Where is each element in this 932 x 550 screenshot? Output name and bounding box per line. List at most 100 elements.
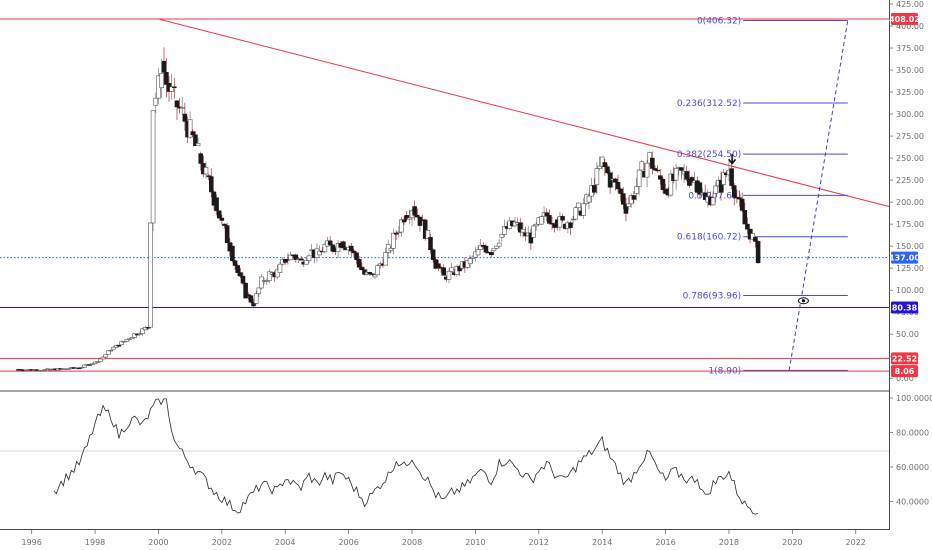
- candle-body: [446, 271, 452, 280]
- candle-body: [293, 254, 299, 260]
- price-tick-label: 350.00: [896, 66, 924, 75]
- candle-body: [288, 254, 293, 261]
- price-tick-label: 275.00: [896, 132, 924, 141]
- candle-body: [341, 241, 346, 249]
- candle-body: [742, 210, 748, 225]
- candle-body: [317, 250, 322, 256]
- candle-body: [243, 282, 248, 299]
- indicator-axis-ticks: 40.0000 60.0000 80.0000 100.0000: [889, 394, 932, 506]
- price-badge-4: [891, 365, 918, 378]
- candle-body: [544, 212, 549, 217]
- candle-body: [491, 247, 497, 251]
- candle-body: [547, 215, 552, 224]
- eye-icon[interactable]: [797, 297, 809, 305]
- candle-body: [639, 161, 645, 171]
- candle-body: [124, 339, 130, 342]
- price-tick-label: 175.00: [896, 220, 924, 229]
- candle-body: [449, 267, 454, 272]
- candle-body: [568, 222, 573, 228]
- candle-body: [198, 153, 204, 164]
- fib-retracement: 0(406.32) 0.236(312.52) 0.382(254.50) 0.5(2…: [677, 16, 849, 376]
- candle-body: [618, 188, 623, 194]
- price-badge-3: [891, 352, 918, 365]
- price-badge-label-3: 22.52: [892, 354, 917, 363]
- time-tick-label: 2006: [338, 538, 358, 547]
- trendline[interactable]: [158, 18, 890, 208]
- candle-body: [436, 263, 441, 268]
- candle-body: [129, 337, 135, 340]
- price-tick-label: 325.00: [896, 88, 924, 97]
- candle-body: [502, 226, 507, 235]
- candle-body: [520, 228, 526, 233]
- price-badge-0: [891, 12, 918, 25]
- candle-body: [127, 338, 132, 340]
- candle-body: [613, 178, 618, 183]
- candle-body: [150, 110, 156, 224]
- candle-body: [401, 219, 407, 223]
- candle-body: [111, 346, 116, 350]
- candle-body: [137, 333, 143, 335]
- time-tick-label: 2018: [719, 538, 739, 547]
- candle-body: [159, 72, 164, 88]
- candle-body: [76, 367, 82, 370]
- candle-body: [478, 245, 483, 250]
- candle-body: [121, 340, 127, 343]
- price-tick-label: 100.00: [896, 286, 924, 295]
- candle-body: [602, 162, 608, 167]
- candle-body: [573, 207, 579, 220]
- candle-body: [391, 232, 396, 249]
- trendline-group: [158, 18, 890, 208]
- candle-body: [684, 171, 689, 180]
- candle-body: [304, 260, 309, 265]
- candle-body: [518, 222, 523, 233]
- candle-body: [655, 169, 660, 172]
- candle-body: [187, 119, 193, 138]
- indicator-tick-label: 80.0000: [896, 428, 929, 437]
- price-pane[interactable]: [0, 0, 890, 388]
- candle-body: [731, 185, 737, 198]
- price-tick-label: 200.00: [896, 198, 924, 207]
- indicator-line-group: [53, 398, 759, 515]
- candle-body: [190, 131, 196, 136]
- candle-body: [235, 265, 240, 273]
- candle-body: [697, 182, 703, 195]
- candle-body: [739, 198, 745, 211]
- candle-body: [636, 169, 642, 187]
- indicator-line: [53, 398, 759, 515]
- candle-body: [182, 113, 188, 122]
- candle-body: [348, 245, 354, 252]
- horizontal-lines: [0, 18, 889, 372]
- candle-body: [383, 252, 388, 266]
- time-tick-label: 2016: [655, 538, 675, 547]
- candle-body: [132, 333, 137, 338]
- time-tick-label: 2014: [592, 538, 612, 547]
- candle-body: [399, 219, 404, 233]
- candle-body: [494, 245, 499, 249]
- candle-body: [496, 242, 502, 247]
- candle-body: [298, 258, 304, 261]
- candle-body: [631, 195, 637, 200]
- candle-body: [161, 60, 167, 73]
- candle-body: [143, 327, 148, 331]
- candle-body: [282, 259, 288, 263]
- candle-body: [557, 216, 563, 228]
- price-badges: 408.02 137.00 80.38 22.52 8.06: [889, 12, 920, 378]
- candle-body: [169, 86, 174, 92]
- candle-body: [560, 216, 565, 221]
- time-axis-ticks: 1996 1998 2000 2002 2004 2006 2008 2010 2012 2014…: [22, 530, 866, 547]
- fib-level-label-4: 0.618(160.72): [677, 233, 741, 243]
- price-tick-label: 50.00: [896, 330, 919, 339]
- chart-markers: [728, 153, 809, 305]
- fib-diagonal[interactable]: [788, 20, 849, 371]
- fib-level-label-0: 0(406.32): [697, 16, 741, 26]
- price-tick-label: 225.00: [896, 176, 924, 185]
- candle-body: [531, 225, 536, 238]
- candle-body: [106, 350, 111, 355]
- price-tick-label: 375.00: [896, 44, 924, 53]
- candle-body: [673, 167, 679, 181]
- price-badge-label-4: 8.06: [895, 367, 915, 376]
- candle-body: [599, 156, 605, 167]
- candle-body: [259, 276, 264, 289]
- time-tick-label: 2010: [465, 538, 485, 547]
